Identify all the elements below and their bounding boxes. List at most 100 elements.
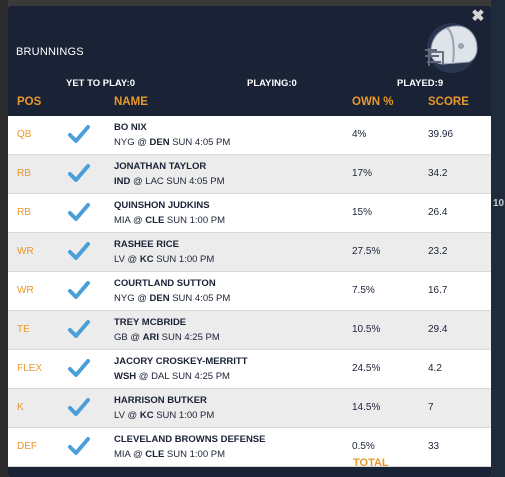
game-suffix: @ LAC SUN 4:05 PM	[130, 176, 225, 187]
yet-to-play-count: YET TO PLAY:0	[66, 78, 135, 89]
header-pos[interactable]: POS	[17, 96, 42, 108]
backdrop-peek-text: 10	[493, 198, 505, 209]
player-game-info: GB @ ARI SUN 4:25 PM	[114, 332, 220, 343]
header-score[interactable]: SCORE	[428, 96, 469, 108]
player-game-info: LV @ KC SUN 1:00 PM	[114, 410, 214, 421]
player-name[interactable]: JONATHAN TAYLOR	[114, 161, 207, 172]
player-position: WR	[17, 285, 34, 296]
player-name[interactable]: CLEVELAND BROWNS DEFENSE	[114, 434, 266, 445]
game-suffix: @ DAL SUN 4:25 PM	[136, 371, 230, 382]
status-row: YET TO PLAY:0 PLAYING:0 PLAYED:9	[8, 78, 491, 92]
player-score: 16.7	[428, 285, 448, 296]
column-headers: POS NAME OWN % SCORE	[8, 96, 491, 114]
player-position: RB	[17, 168, 31, 179]
player-score: 29.4	[428, 324, 448, 335]
player-game-info: WSH @ DAL SUN 4:25 PM	[114, 371, 230, 382]
total-row: TOTAL 214.06	[8, 454, 491, 474]
player-score: 39.96	[428, 129, 454, 140]
game-prefix: NYG @	[114, 137, 150, 148]
football-helmet-icon	[425, 23, 478, 73]
player-position: RB	[17, 207, 31, 218]
game-suffix: SUN 4:05 PM	[169, 293, 231, 304]
player-name[interactable]: JACORY CROSKEY-MERRITT	[114, 356, 248, 367]
checkmark-icon	[68, 398, 90, 416]
game-team: CLE	[145, 449, 165, 460]
game-prefix: GB @	[114, 332, 143, 343]
played-count: PLAYED:9	[397, 78, 444, 89]
player-own-pct: 24.5%	[352, 363, 381, 374]
player-game-info: NYG @ DEN SUN 4:05 PM	[114, 293, 230, 304]
player-position: K	[17, 402, 24, 413]
game-team: IND	[114, 176, 131, 187]
checkmark-icon	[68, 437, 90, 455]
player-name[interactable]: QUINSHON JUDKINS	[114, 200, 210, 211]
player-own-pct: 4%	[352, 129, 367, 140]
table-row[interactable]: RB QUINSHON JUDKINS MIA @ CLE SUN 1:00 PM 1…	[8, 194, 491, 233]
table-row[interactable]: QB BO NIX NYG @ DEN SUN 4:05 PM 4% 39.96	[8, 116, 491, 155]
game-prefix: NYG @	[114, 293, 150, 304]
player-own-pct: 0.5%	[352, 441, 375, 452]
game-suffix: SUN 4:25 PM	[159, 332, 220, 343]
player-name[interactable]: COURTLAND SUTTON	[114, 278, 216, 289]
close-icon[interactable]: ✖	[471, 8, 485, 25]
player-game-info: LV @ KC SUN 1:00 PM	[114, 254, 214, 265]
player-position: WR	[17, 246, 34, 257]
player-table: QB BO NIX NYG @ DEN SUN 4:05 PM 4% 39.96 RB JO…	[8, 116, 491, 467]
checkmark-icon	[68, 242, 90, 260]
table-row[interactable]: DEF CLEVELAND BROWNS DEFENSE MIA @ CLE SUN…	[8, 428, 491, 467]
player-score: 23.2	[428, 246, 448, 257]
player-score: 26.4	[428, 207, 448, 218]
checkmark-icon	[68, 281, 90, 299]
checkmark-icon	[68, 125, 90, 143]
backdrop-right: 10	[491, 0, 505, 477]
game-prefix: LV @	[114, 254, 140, 265]
player-score: 7	[428, 402, 434, 413]
player-game-info: MIA @ CLE SUN 1:00 PM	[114, 449, 225, 460]
player-game-info: NYG @ DEN SUN 4:05 PM	[114, 137, 230, 148]
game-team: WSH	[114, 371, 137, 382]
total-value: 214.06	[427, 457, 461, 469]
game-team: ARI	[142, 332, 160, 343]
player-score: 34.2	[428, 168, 448, 179]
player-name[interactable]: HARRISON BUTKER	[114, 395, 207, 406]
game-team: KC	[139, 410, 154, 421]
game-prefix: MIA @	[114, 449, 146, 460]
player-position: QB	[17, 129, 32, 140]
table-row[interactable]: WR COURTLAND SUTTON NYG @ DEN SUN 4:05 PM 7…	[8, 272, 491, 311]
game-prefix: MIA @	[114, 215, 146, 226]
total-label: TOTAL	[353, 457, 389, 469]
player-name[interactable]: BO NIX	[114, 122, 147, 133]
table-row[interactable]: FLEX JACORY CROSKEY-MERRITT WSH @ DAL SUN …	[8, 350, 491, 389]
playing-count: PLAYING:0	[247, 78, 297, 89]
player-own-pct: 7.5%	[352, 285, 375, 296]
player-own-pct: 10.5%	[352, 324, 381, 335]
game-team: DEN	[149, 137, 170, 148]
header-own[interactable]: OWN %	[352, 96, 394, 108]
table-row[interactable]: WR RASHEE RICE LV @ KC SUN 1:00 PM 27.5% 23.…	[8, 233, 491, 272]
table-row[interactable]: TE TREY MCBRIDE GB @ ARI SUN 4:25 PM 10.5% 2…	[8, 311, 491, 350]
game-suffix: SUN 4:05 PM	[169, 137, 231, 148]
player-name[interactable]: RASHEE RICE	[114, 239, 179, 250]
game-suffix: SUN 1:00 PM	[153, 410, 215, 421]
lineup-modal: ✖ BRUNNINGS YET TO PLAY:0 PLAYING:0 PLAY…	[8, 6, 491, 477]
player-own-pct: 17%	[352, 168, 373, 179]
player-own-pct: 15%	[352, 207, 373, 218]
checkmark-icon	[68, 164, 90, 182]
game-team: CLE	[145, 215, 165, 226]
table-row[interactable]: RB JONATHAN TAYLOR IND @ LAC SUN 4:05 PM 17…	[8, 155, 491, 194]
player-own-pct: 14.5%	[352, 402, 381, 413]
player-score: 4.2	[428, 363, 442, 374]
checkmark-icon	[68, 203, 90, 221]
header-name[interactable]: NAME	[114, 96, 148, 108]
checkmark-icon	[68, 320, 90, 338]
checkmark-icon	[68, 359, 90, 377]
game-team: KC	[139, 254, 154, 265]
game-suffix: SUN 1:00 PM	[164, 449, 226, 460]
game-suffix: SUN 1:00 PM	[164, 215, 226, 226]
team-name: BRUNNINGS	[16, 46, 84, 58]
player-position: TE	[17, 324, 30, 335]
player-position: FLEX	[17, 363, 43, 374]
player-own-pct: 27.5%	[352, 246, 381, 257]
table-row[interactable]: K HARRISON BUTKER LV @ KC SUN 1:00 PM 14.5%…	[8, 389, 491, 428]
player-name[interactable]: TREY MCBRIDE	[114, 317, 187, 328]
